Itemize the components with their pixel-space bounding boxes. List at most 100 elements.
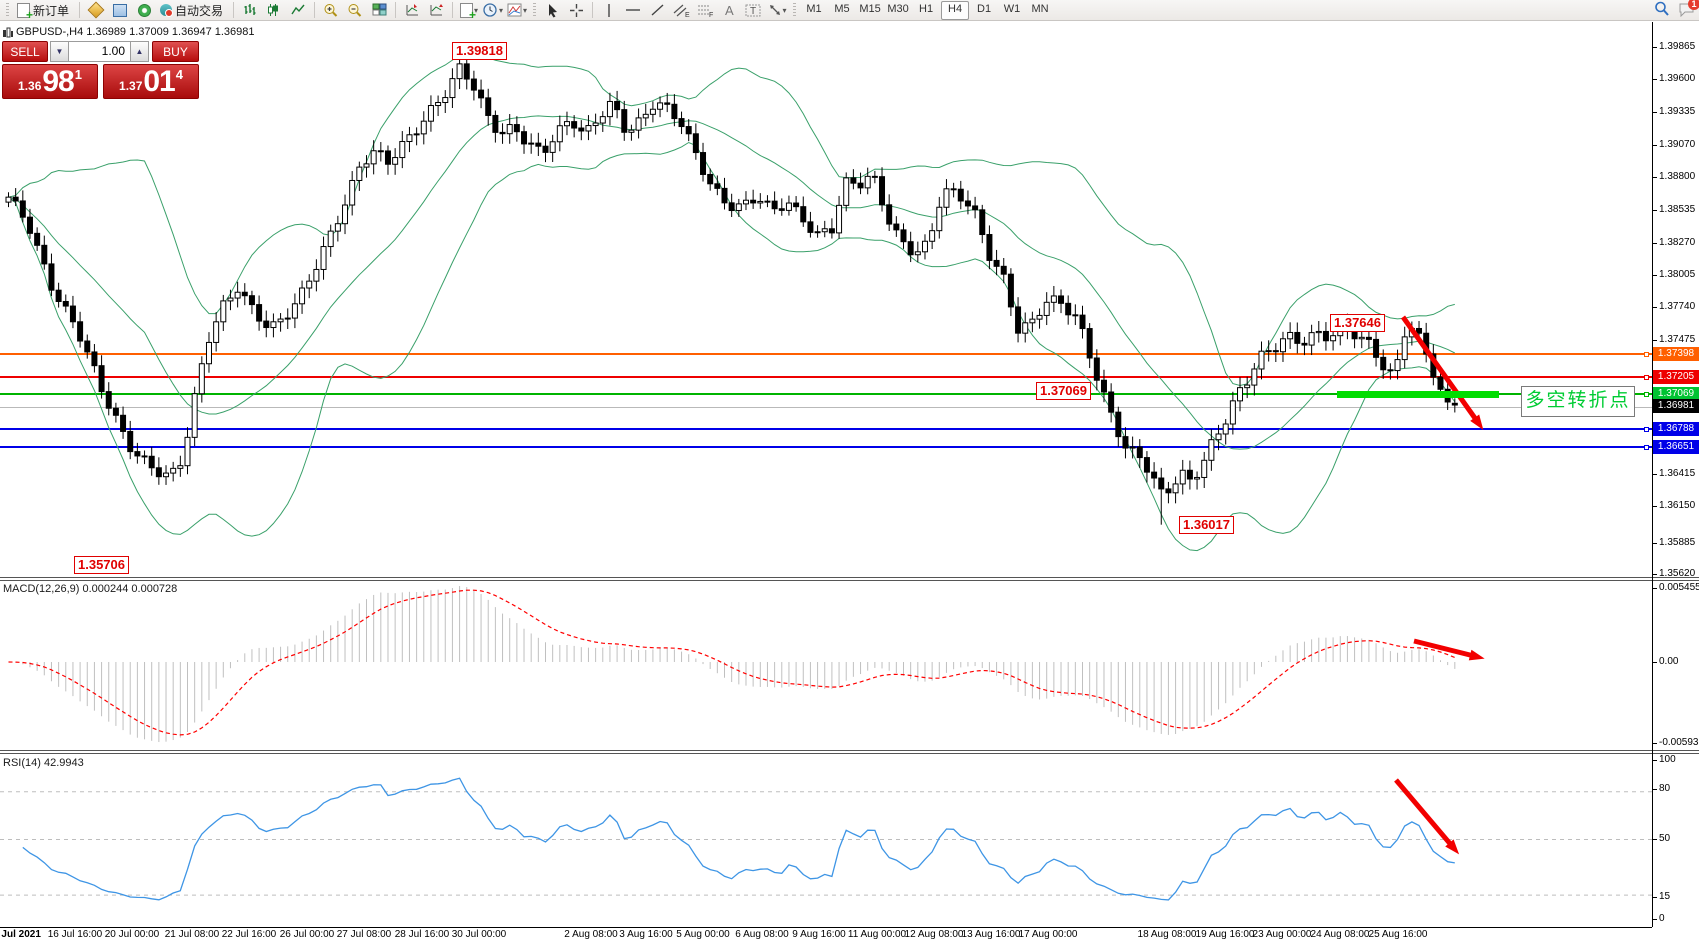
price-line xyxy=(0,446,1652,448)
axis-tick xyxy=(1652,145,1657,146)
time-axis-label: 25 Aug 16:00 xyxy=(1368,929,1428,939)
time-axis-label: 30 Jul 00:00 xyxy=(451,929,507,939)
fibonacci-tool-button[interactable]: F xyxy=(694,1,716,20)
new-order-button[interactable]: 新订单 xyxy=(14,1,74,22)
text-tool-button[interactable]: A xyxy=(718,1,740,20)
timeframe-bar: M1 M5 M15 M30 H1 H4 D1 W1 MN xyxy=(800,0,1054,20)
hline-tool-button[interactable] xyxy=(622,1,644,20)
time-axis-label: 18 Aug 08:00 xyxy=(1137,929,1197,939)
chevron-down-icon: ▾ xyxy=(474,5,479,15)
crosshair-tool-button[interactable] xyxy=(565,1,587,20)
tab-m1[interactable]: M1 xyxy=(806,2,822,15)
buy-price-prefix: 1.37 xyxy=(119,79,143,93)
bar-chart-button[interactable] xyxy=(239,1,261,20)
periods-button[interactable]: ▾ xyxy=(482,1,504,20)
price-tag: 1.37205 xyxy=(1653,370,1699,384)
sell-price-display[interactable]: 1.36 98 1 xyxy=(2,64,98,99)
chart-title: GBPUSD-,H4 1.36989 1.37009 1.36947 1.369… xyxy=(16,26,255,38)
zoom-out-button[interactable] xyxy=(344,1,366,20)
auto-trading-icon xyxy=(160,4,174,17)
volume-decrease-button[interactable]: ▼ xyxy=(50,41,69,62)
text-label-tool-button[interactable]: T xyxy=(742,1,764,20)
tab-m5[interactable]: M5 xyxy=(834,2,850,15)
line-chart-button[interactable] xyxy=(287,1,309,20)
rsi-pane-canvas[interactable] xyxy=(0,754,1652,927)
axis-tick xyxy=(1652,919,1657,920)
vline-tool-button[interactable] xyxy=(598,1,620,20)
pane-divider[interactable] xyxy=(0,580,1699,581)
price-line xyxy=(0,353,1652,355)
tab-m15[interactable]: M15 xyxy=(859,2,881,15)
notification-badge: 1 xyxy=(1688,0,1699,10)
auto-trading-button[interactable]: 自动交易 xyxy=(157,1,228,20)
text-label-icon: T xyxy=(745,4,761,17)
macd-pane-canvas[interactable] xyxy=(0,582,1652,749)
line-anchor-square xyxy=(1644,445,1649,450)
channel-tool-button[interactable]: E xyxy=(670,1,692,20)
profile-icon xyxy=(87,1,105,19)
axis-tick xyxy=(1652,839,1657,840)
auto-scroll-button[interactable] xyxy=(425,1,447,20)
price-tag: 1.36788 xyxy=(1653,422,1699,436)
crosshair-icon xyxy=(569,3,583,17)
line-anchor-square xyxy=(1644,352,1649,357)
price-callout-label: 1.37069 xyxy=(1036,382,1091,400)
indicators-button[interactable]: ▾ xyxy=(506,1,528,20)
volume-input[interactable]: 1.00 xyxy=(69,41,130,62)
pane-divider[interactable] xyxy=(0,753,1699,754)
notifications-button[interactable]: 1 xyxy=(1678,0,1699,22)
sell-price-pip: 1 xyxy=(74,67,82,82)
horizontal-line-icon xyxy=(626,9,641,11)
annotation-text-box[interactable]: 多空转折点 xyxy=(1521,386,1635,417)
time-axis-label: 6 Aug 08:00 xyxy=(735,929,789,939)
tab-mn[interactable]: MN xyxy=(1031,2,1049,15)
axis-tick xyxy=(1652,112,1657,113)
search-icon xyxy=(1655,1,1669,16)
pane-divider[interactable] xyxy=(0,750,1699,751)
cursor-tool-button[interactable] xyxy=(541,1,563,20)
triangle-down-icon: ▼ xyxy=(55,47,64,56)
candle-chart-button[interactable] xyxy=(263,1,285,20)
line-anchor-square xyxy=(1644,392,1649,397)
tile-windows-button[interactable] xyxy=(368,1,390,20)
profiles-button[interactable] xyxy=(85,1,107,20)
equidistant-channel-icon: E xyxy=(673,4,690,18)
trendline-tool-button[interactable] xyxy=(646,1,668,20)
price-line xyxy=(0,428,1652,430)
chart-shift-icon xyxy=(406,4,418,16)
tab-m30[interactable]: M30 xyxy=(887,2,909,15)
time-axis-label: 27 Jul 08:00 xyxy=(336,929,392,939)
toolbar-grip[interactable] xyxy=(6,3,9,17)
svg-text:E: E xyxy=(685,12,690,18)
axis-tick xyxy=(1652,243,1657,244)
new-chart-button[interactable]: ▾ xyxy=(458,1,480,22)
arrows-tool-button[interactable]: ▾ xyxy=(766,1,788,20)
price-callout-label: 1.36017 xyxy=(1179,516,1234,534)
pane-divider[interactable] xyxy=(0,577,1699,578)
zoom-in-button[interactable] xyxy=(320,1,342,20)
time-axis-label: 5 Jul 2021 xyxy=(0,929,41,939)
sell-button[interactable]: SELL xyxy=(2,41,48,62)
axis-tick-label: 0 xyxy=(1659,913,1665,924)
cursor-icon xyxy=(548,3,557,17)
buy-button[interactable]: BUY xyxy=(152,41,199,62)
price-chart-canvas[interactable] xyxy=(0,22,1652,578)
buy-price-display[interactable]: 1.37 01 4 xyxy=(103,64,199,99)
tab-h1[interactable]: H1 xyxy=(919,2,934,15)
support-zone-highlight[interactable] xyxy=(1337,391,1499,398)
market-watch-button[interactable] xyxy=(109,1,131,20)
search-button[interactable] xyxy=(1654,1,1670,22)
axis-tick xyxy=(1652,662,1657,663)
volume-stepper: ▼ 1.00 ▲ xyxy=(50,41,149,62)
price-callout-label: 1.39818 xyxy=(452,42,507,60)
chart-shift-button[interactable] xyxy=(401,1,423,20)
tab-h4-active[interactable]: H4 xyxy=(941,0,970,20)
tab-d1[interactable]: D1 xyxy=(977,2,992,15)
buy-price-big: 01 xyxy=(143,65,175,98)
axis-tick-label: 1.39070 xyxy=(1659,139,1696,150)
volume-increase-button[interactable]: ▲ xyxy=(130,41,149,62)
signals-button[interactable] xyxy=(133,1,155,20)
axis-tick xyxy=(1652,588,1657,589)
tab-w1[interactable]: W1 xyxy=(1003,2,1021,15)
